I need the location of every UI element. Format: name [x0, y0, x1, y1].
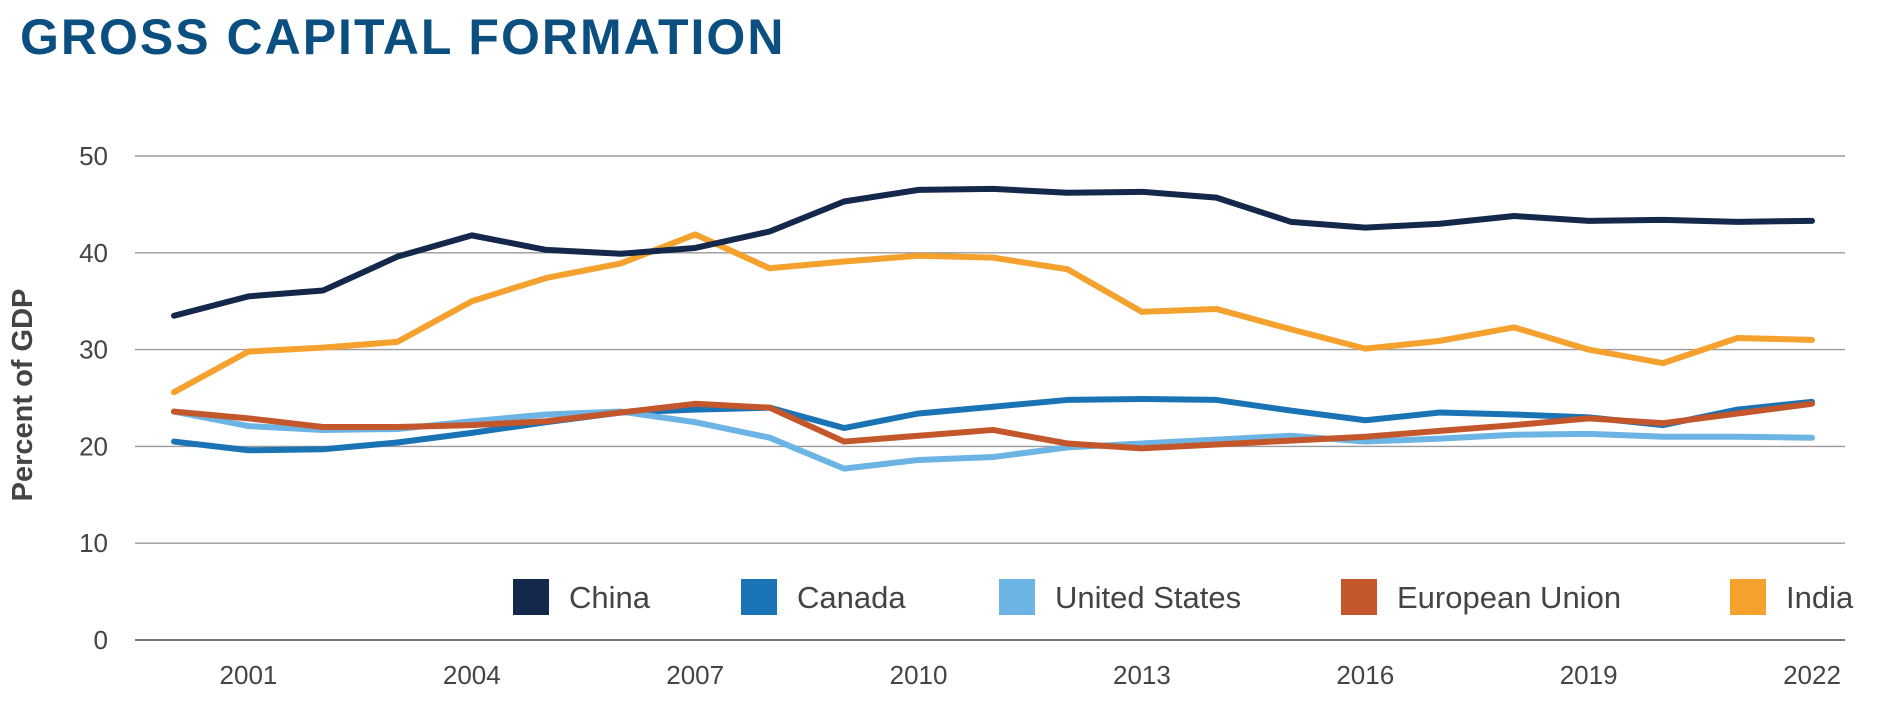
x-tick-label: 2007	[666, 660, 724, 690]
legend-label: European Union	[1397, 580, 1621, 615]
series-line-european-union	[171, 400, 1815, 452]
y-tick-label: 50	[79, 141, 108, 171]
legend: China Canada United States European Union In…	[513, 579, 1854, 615]
series-line-india	[171, 231, 1815, 396]
x-tick-label: 2001	[220, 660, 278, 690]
series-line-canada	[171, 395, 1815, 454]
y-tick-label: 20	[79, 431, 108, 461]
chart-title: GROSS CAPITAL FORMATION	[20, 9, 786, 65]
legend-item: Canada	[741, 579, 906, 615]
legend-swatch	[513, 579, 549, 615]
legend-label: India	[1786, 580, 1854, 615]
legend-label: China	[569, 580, 651, 615]
x-tick-label: 2013	[1113, 660, 1171, 690]
legend-swatch	[999, 579, 1035, 615]
x-tick-label: 2010	[890, 660, 948, 690]
legend-swatch	[1730, 579, 1766, 615]
legend-swatch	[1341, 579, 1377, 615]
y-tick-label: 40	[79, 238, 108, 268]
legend-item: European Union	[1341, 579, 1621, 615]
x-tick-label: 2022	[1783, 660, 1841, 690]
gridlines	[135, 155, 1845, 641]
x-tick-label: 2019	[1560, 660, 1618, 690]
x-axis-ticks: 2001 2004 2007 2010 2013 2016 2019 2022	[220, 660, 1841, 690]
y-axis-ticks: 0 10 20 30 40 50	[79, 141, 108, 655]
legend-item: India	[1730, 579, 1854, 615]
legend-item: United States	[999, 579, 1241, 615]
series-lines	[171, 185, 1815, 472]
y-tick-label: 30	[79, 335, 108, 365]
legend-item: China	[513, 579, 651, 615]
y-tick-label: 0	[94, 625, 108, 655]
legend-label: United States	[1055, 580, 1241, 615]
x-tick-label: 2016	[1336, 660, 1394, 690]
x-tick-label: 2004	[443, 660, 501, 690]
legend-label: Canada	[797, 580, 906, 615]
y-tick-label: 10	[79, 528, 108, 558]
legend-swatch	[741, 579, 777, 615]
series-line-china	[171, 185, 1815, 319]
y-axis-label: Percent of GDP	[7, 289, 39, 502]
